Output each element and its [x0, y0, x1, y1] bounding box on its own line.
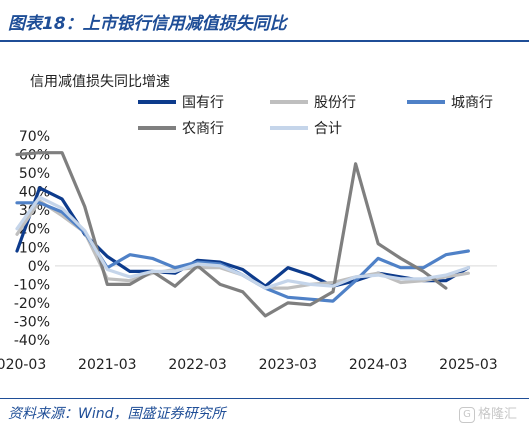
series-line-3 — [15, 151, 448, 318]
source-note: 资料来源：Wind，国盛证券研究所 — [8, 406, 226, 422]
series-line-4 — [15, 195, 470, 290]
legend-label: 城商行 — [451, 95, 493, 111]
series-layer — [15, 151, 470, 318]
x-tick-label: 2023-03 — [259, 357, 318, 373]
x-tick-label: 2021-03 — [78, 357, 137, 373]
y-tick-label: -30% — [14, 314, 50, 330]
x-axis: 2020-03 2021-03 2022-03 2023-03 2024-03 2025-… — [0, 265, 498, 373]
series-line-2 — [15, 201, 470, 303]
y-tick-label: -20% — [14, 296, 50, 312]
footer-divider — [0, 398, 529, 399]
x-tick-label: 2020-03 — [0, 357, 46, 373]
y-tick-label: 50% — [19, 166, 50, 182]
y-axis: 70%60%50%40%30%20%10%0%-10%-20%-30%-40% — [14, 129, 50, 349]
y-tick-label: -40% — [14, 333, 50, 349]
header-divider — [0, 40, 529, 42]
y-tick-label: -10% — [14, 277, 50, 293]
y-tick-label: 10% — [19, 240, 50, 256]
legend-label: 国有行 — [182, 95, 224, 111]
legend-label: 合计 — [314, 121, 342, 137]
watermark: G 格隆汇 — [458, 403, 517, 423]
x-tick-label: 2024-03 — [349, 357, 408, 373]
y-tick-label: 0% — [28, 259, 50, 275]
figure-title: 图表18：上市银行信用减值损失同比 — [8, 14, 287, 34]
legend-label: 农商行 — [182, 121, 224, 137]
y-tick-label: 70% — [19, 129, 50, 145]
x-tick-label: 2025-03 — [439, 357, 498, 373]
watermark-text: 格隆汇 — [477, 407, 517, 422]
legend-label: 股份行 — [314, 95, 356, 111]
chart-title: 信用减值损失同比增速 — [30, 74, 170, 90]
watermark-logo-icon: G — [458, 406, 475, 423]
x-tick-label: 2022-03 — [168, 357, 227, 373]
